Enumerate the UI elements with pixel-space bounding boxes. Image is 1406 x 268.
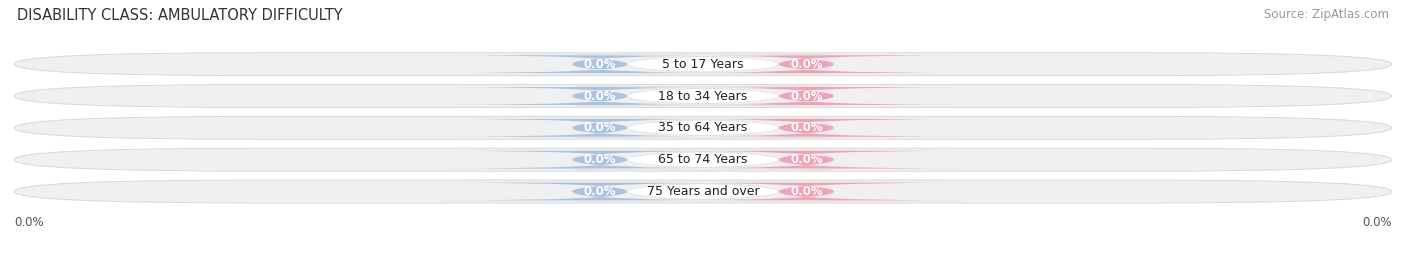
- FancyBboxPatch shape: [434, 151, 765, 169]
- Text: 0.0%: 0.0%: [790, 58, 823, 71]
- Text: 0.0%: 0.0%: [583, 58, 616, 71]
- FancyBboxPatch shape: [641, 151, 972, 169]
- FancyBboxPatch shape: [575, 87, 831, 105]
- FancyBboxPatch shape: [434, 87, 765, 105]
- Text: 0.0%: 0.0%: [14, 216, 44, 229]
- FancyBboxPatch shape: [641, 183, 972, 200]
- Text: 0.0%: 0.0%: [790, 90, 823, 102]
- Text: Source: ZipAtlas.com: Source: ZipAtlas.com: [1264, 8, 1389, 21]
- Text: 35 to 64 Years: 35 to 64 Years: [658, 121, 748, 134]
- FancyBboxPatch shape: [14, 148, 1392, 171]
- Text: 0.0%: 0.0%: [583, 185, 616, 198]
- Text: 0.0%: 0.0%: [790, 121, 823, 134]
- Legend: Male, Female: Male, Female: [631, 264, 775, 268]
- FancyBboxPatch shape: [14, 116, 1392, 139]
- Text: DISABILITY CLASS: AMBULATORY DIFFICULTY: DISABILITY CLASS: AMBULATORY DIFFICULTY: [17, 8, 343, 23]
- FancyBboxPatch shape: [641, 87, 972, 105]
- FancyBboxPatch shape: [434, 119, 765, 137]
- FancyBboxPatch shape: [434, 183, 765, 200]
- FancyBboxPatch shape: [575, 118, 831, 137]
- FancyBboxPatch shape: [575, 182, 831, 201]
- Text: 0.0%: 0.0%: [790, 185, 823, 198]
- FancyBboxPatch shape: [14, 180, 1392, 203]
- FancyBboxPatch shape: [641, 55, 972, 73]
- Text: 18 to 34 Years: 18 to 34 Years: [658, 90, 748, 102]
- FancyBboxPatch shape: [641, 119, 972, 137]
- FancyBboxPatch shape: [434, 55, 765, 73]
- Text: 0.0%: 0.0%: [790, 153, 823, 166]
- Text: 0.0%: 0.0%: [583, 153, 616, 166]
- FancyBboxPatch shape: [575, 55, 831, 73]
- Text: 0.0%: 0.0%: [583, 121, 616, 134]
- FancyBboxPatch shape: [575, 150, 831, 169]
- FancyBboxPatch shape: [14, 84, 1392, 107]
- Text: 0.0%: 0.0%: [1362, 216, 1392, 229]
- Text: 0.0%: 0.0%: [583, 90, 616, 102]
- Text: 5 to 17 Years: 5 to 17 Years: [662, 58, 744, 71]
- FancyBboxPatch shape: [14, 53, 1392, 76]
- Text: 75 Years and over: 75 Years and over: [647, 185, 759, 198]
- Text: 65 to 74 Years: 65 to 74 Years: [658, 153, 748, 166]
